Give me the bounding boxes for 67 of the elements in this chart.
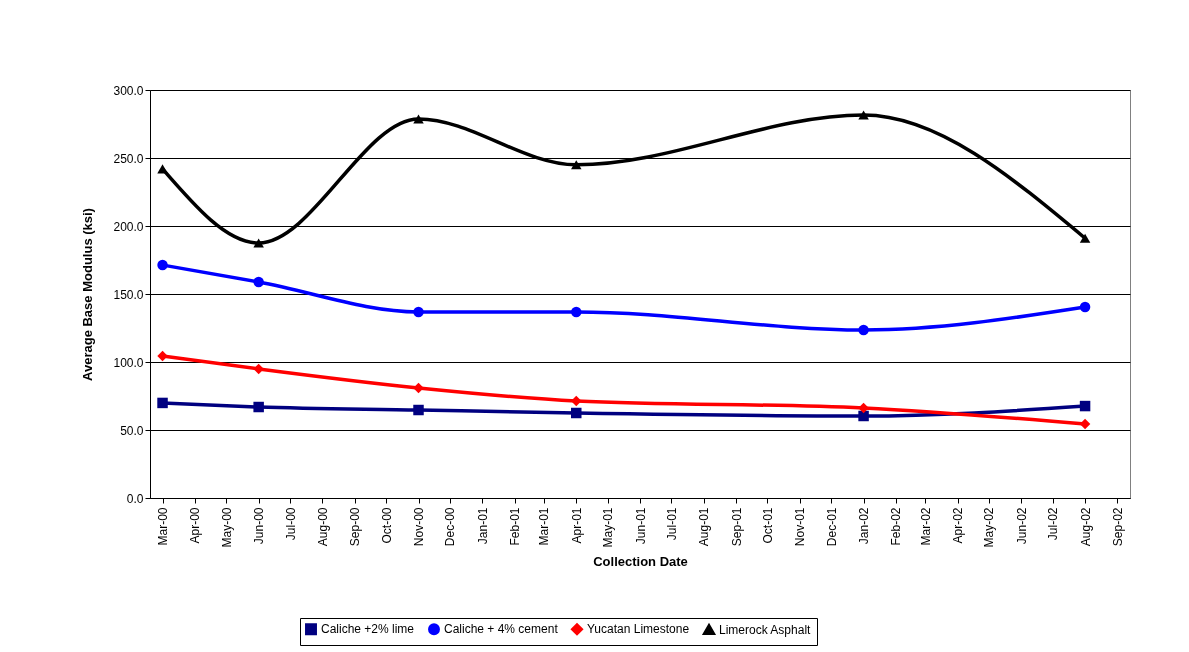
x-tick-label: Aug-00 xyxy=(315,507,330,547)
y-tick-label: 100.0 xyxy=(113,355,144,370)
x-tick-label: Jul-02 xyxy=(1046,507,1061,541)
x-tick-label: Jan-02 xyxy=(857,507,872,545)
x-axis-title: Collection Date xyxy=(593,553,688,569)
point xyxy=(1079,301,1091,313)
x-tick-label: Oct-01 xyxy=(760,507,775,544)
x-tick-label: Jun-02 xyxy=(1014,507,1029,545)
x-tick-label: Apr-02 xyxy=(951,507,966,544)
point xyxy=(571,160,582,170)
x-tick-label: Mar-01 xyxy=(537,507,552,546)
x-tick-label: Mar-00 xyxy=(156,507,171,546)
point xyxy=(413,114,424,124)
x-tick-label: Apr-01 xyxy=(569,507,584,544)
x-tick-label: Dec-01 xyxy=(824,507,839,547)
x-tick-label: Jan-01 xyxy=(475,507,490,545)
x-tick-label: Aug-01 xyxy=(697,507,712,547)
legend-label: Caliche + 4% cement xyxy=(444,622,559,637)
x-tick-label: Jun-01 xyxy=(633,507,648,545)
point xyxy=(413,404,424,416)
y-axis-title: Average Base Modulus (ksi) xyxy=(80,208,96,381)
point xyxy=(157,350,168,362)
point xyxy=(253,363,264,375)
point xyxy=(858,110,869,120)
x-tick-label: Apr-00 xyxy=(188,507,203,544)
x-tick-label: Mar-02 xyxy=(918,507,933,546)
point xyxy=(157,397,168,409)
y-tick-label: 50.0 xyxy=(120,423,144,438)
point xyxy=(571,306,582,318)
point xyxy=(253,238,264,248)
x-tick-label: Feb-02 xyxy=(889,507,904,546)
x-tick-label: Dec-00 xyxy=(443,507,458,547)
point xyxy=(1079,233,1091,243)
y-tick-label: 150.0 xyxy=(113,287,144,302)
point xyxy=(413,306,424,318)
x-tick-label: Jul-00 xyxy=(283,507,298,541)
legend-label: Yucatan Limestone xyxy=(587,622,690,637)
x-tick-label: Jul-01 xyxy=(664,507,679,541)
point xyxy=(571,407,582,419)
point xyxy=(858,402,869,414)
y-tick-label: 300.0 xyxy=(113,83,144,98)
x-tick-label: May-02 xyxy=(982,507,997,548)
point xyxy=(858,324,869,336)
x-tick-label: Jun-00 xyxy=(252,507,267,545)
x-tick-label: Sep-01 xyxy=(729,507,744,547)
point xyxy=(157,164,168,174)
x-tick-label: Feb-01 xyxy=(508,507,523,546)
x-tick-label: Nov-01 xyxy=(793,507,808,547)
x-tick-label: Sep-00 xyxy=(348,507,363,547)
x-tick-label: Oct-00 xyxy=(379,507,394,544)
point xyxy=(1079,400,1091,412)
point xyxy=(571,395,582,407)
x-tick-label: May-00 xyxy=(219,507,234,548)
y-tick-label: 0.0 xyxy=(126,491,144,506)
y-tick-label: 200.0 xyxy=(113,219,144,234)
point xyxy=(253,276,264,288)
x-tick-label: May-01 xyxy=(601,507,616,548)
y-tick-label: 250.0 xyxy=(113,151,144,166)
x-tick-label: Aug-02 xyxy=(1078,507,1093,547)
legend-label: Limerock Asphalt xyxy=(719,622,812,637)
point xyxy=(253,401,264,413)
x-tick-label: Nov-00 xyxy=(412,507,427,547)
legend-label: Caliche +2% lime xyxy=(321,622,415,637)
x-tick-label: Sep-02 xyxy=(1110,507,1125,547)
point xyxy=(157,259,168,271)
point xyxy=(858,410,869,422)
point xyxy=(413,382,424,394)
